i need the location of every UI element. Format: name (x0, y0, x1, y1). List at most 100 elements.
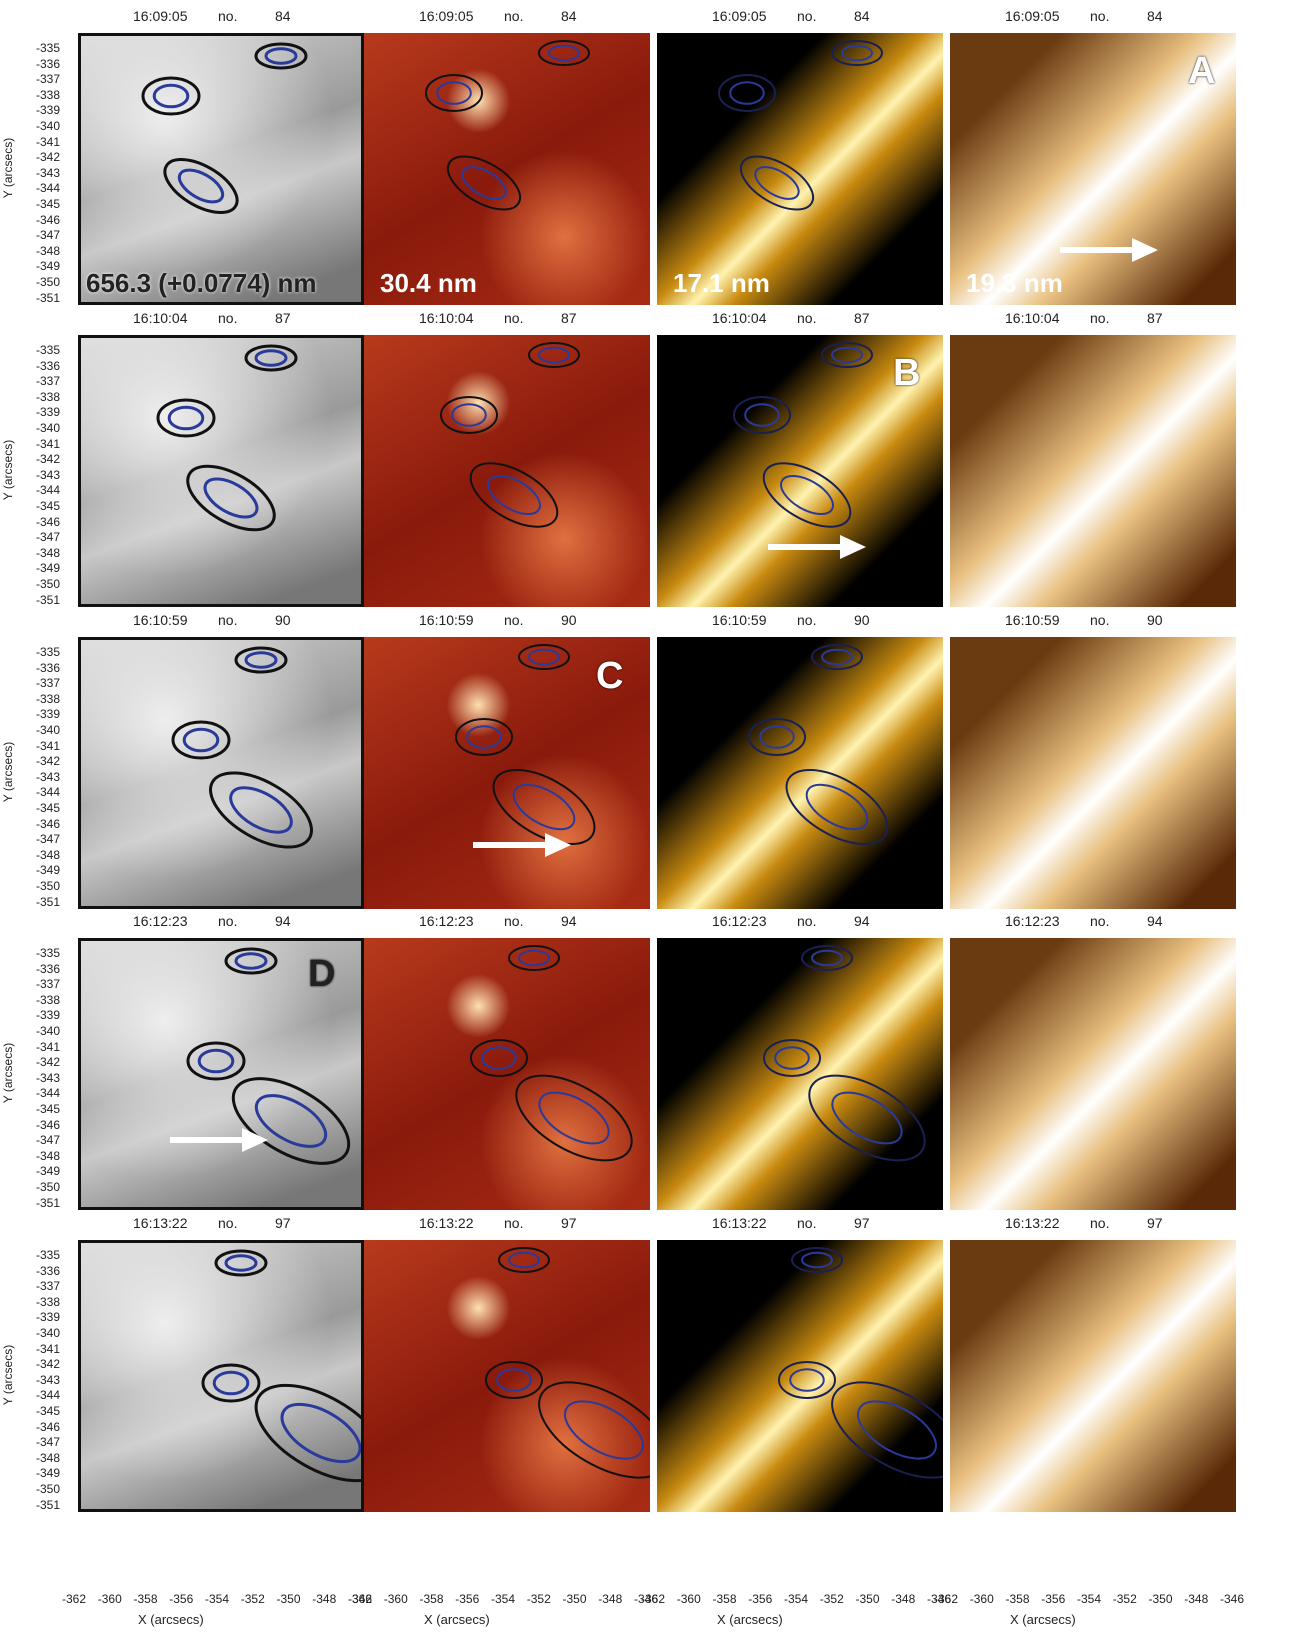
panel-time: 16:13:22 (1005, 1215, 1060, 1231)
y-tick-label: -350 (36, 879, 61, 893)
contour (244, 344, 298, 372)
image-panel (78, 33, 364, 305)
contour (446, 155, 522, 211)
contour (141, 76, 201, 116)
image-panel (78, 1240, 364, 1512)
panel-time: 16:10:04 (133, 310, 188, 326)
panel-no: no. (1090, 8, 1110, 24)
y-axis-title: Y (arcsecs) (1, 1344, 16, 1406)
contour (518, 644, 570, 670)
contour (528, 342, 580, 368)
contour (234, 952, 268, 970)
contour (469, 462, 559, 528)
y-tick-label: -349 (36, 1164, 61, 1179)
panel-frame: 84 (275, 8, 291, 24)
x-tick-label: -348 (891, 1592, 916, 1606)
image-panel (950, 637, 1236, 909)
y-tick-label: -336 (36, 961, 61, 976)
contour (808, 1074, 926, 1162)
y-tick-label: -338 (36, 992, 61, 1007)
panel-no: no. (504, 913, 524, 929)
y-tick-label: -335 (36, 343, 61, 357)
y-tick-label: -346 (36, 1117, 61, 1132)
arrow (473, 833, 571, 857)
y-tick-label: -347 (36, 832, 61, 847)
x-tick-label: -348 (598, 1592, 623, 1606)
contour (548, 44, 580, 62)
contours (141, 42, 308, 214)
panel-no: no. (797, 612, 817, 628)
contour (762, 462, 852, 528)
panel-no: no. (797, 1215, 817, 1231)
y-tick-label: -340 (36, 421, 61, 435)
y-tick-label: -338 (36, 691, 61, 706)
x-tick-label: -358 (133, 1592, 158, 1606)
y-tick-label: -345 (36, 499, 61, 513)
panel-time: 16:10:04 (712, 310, 767, 326)
panel-frame: 87 (1147, 310, 1163, 326)
panel-time: 16:13:22 (419, 1215, 474, 1231)
x-tick-label: -346 (1220, 1592, 1245, 1606)
panel-time: 16:10:59 (419, 612, 474, 628)
contour (778, 1361, 836, 1399)
y-tick-label: -345 (36, 801, 61, 815)
panel-frame: 97 (561, 1215, 577, 1231)
y-tick-label: -335 (36, 1248, 61, 1262)
contour (754, 166, 800, 200)
y-tick-label: -350 (36, 1180, 61, 1194)
contours (950, 1240, 1236, 1512)
y-tick-label: -341 (36, 134, 61, 149)
y-tick-label: -351 (36, 1497, 61, 1512)
y-tick-label: -342 (36, 452, 61, 467)
contour (234, 646, 288, 674)
contour (508, 1251, 540, 1269)
contour (785, 768, 889, 846)
y-tick-label: -348 (36, 847, 61, 862)
y-tick-label: -337 (36, 977, 61, 992)
x-tick-label: -352 (819, 1592, 844, 1606)
panel-no: no. (218, 913, 238, 929)
contour (811, 644, 863, 670)
y-tick-label: -347 (36, 530, 61, 545)
contour (177, 168, 225, 204)
contour (831, 1381, 943, 1479)
contour (197, 1048, 235, 1074)
x-tick-label: -348 (312, 1592, 337, 1606)
y-tick-label: -336 (36, 56, 61, 71)
panel-time: 16:10:59 (712, 612, 767, 628)
contour (201, 1363, 261, 1403)
panel-frame: 90 (854, 612, 870, 628)
image-panel (950, 33, 1236, 305)
y-tick-label: -342 (36, 150, 61, 165)
x-tick-label: -362 (348, 1592, 373, 1606)
contours (950, 335, 1236, 607)
contour (831, 40, 883, 66)
y-tick-label: -345 (36, 1404, 61, 1418)
contour (440, 396, 498, 434)
contour (538, 346, 570, 364)
panel-frame: 97 (854, 1215, 870, 1231)
panel-frame: 97 (275, 1215, 291, 1231)
y-tick-label: -347 (36, 1133, 61, 1148)
x-tick-label: -348 (1184, 1592, 1209, 1606)
wavelength-label: 17.1 nm (673, 268, 770, 298)
contours (778, 1247, 943, 1479)
y-tick-label: -338 (36, 87, 61, 102)
x-tick-label: -350 (562, 1592, 587, 1606)
panel-frame: 94 (1147, 913, 1163, 929)
x-tick-label: -356 (1041, 1592, 1066, 1606)
contours (950, 637, 1236, 909)
y-tick-label: -341 (36, 1039, 61, 1054)
contour (182, 727, 220, 753)
x-tick-label: -362 (641, 1592, 666, 1606)
contour (492, 768, 596, 846)
y-tick-label: -339 (36, 405, 61, 420)
panel-time: 16:10:04 (1005, 310, 1060, 326)
contour (729, 81, 765, 105)
panel-letter: A (1188, 50, 1216, 92)
contour (744, 403, 780, 427)
panel-no: no. (1090, 913, 1110, 929)
y-tick-label: -351 (36, 592, 61, 607)
y-axis-title: Y (arcsecs) (1, 439, 16, 501)
